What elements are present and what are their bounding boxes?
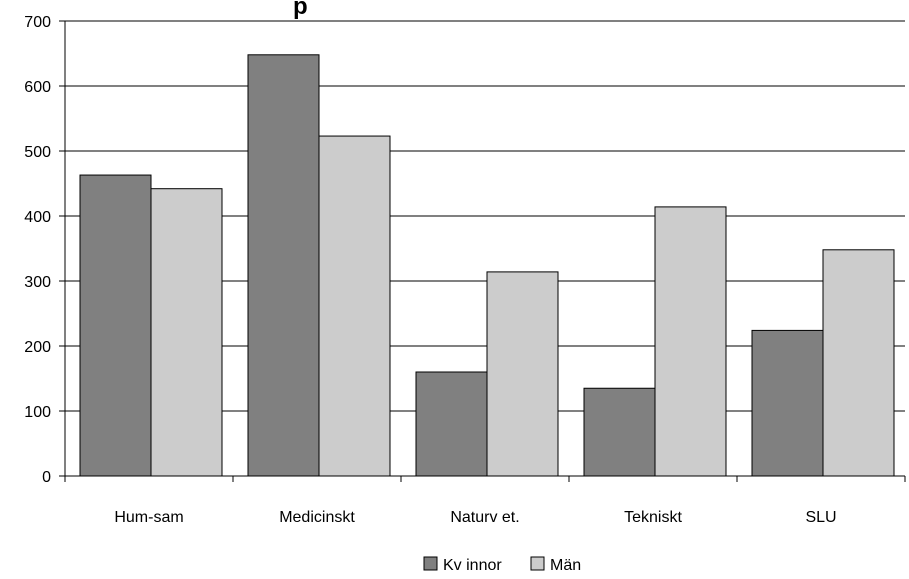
bars — [79, 54, 895, 477]
bar-tekniskt-man — [654, 206, 727, 477]
x-category-label: SLU — [805, 509, 836, 526]
y-tick-label: 200 — [24, 339, 51, 356]
x-category-label: Naturv et. — [450, 509, 519, 526]
y-axis-ticks: 0 100 200 300 400 500 600 700 — [24, 14, 65, 486]
y-tick-label: 300 — [24, 274, 51, 291]
bar-naturv-et--kvinnor — [415, 371, 488, 477]
bar-tekniskt-kvinnor — [583, 387, 656, 477]
y-tick-label: 600 — [24, 79, 51, 96]
axes — [64, 21, 906, 482]
x-category-label: Hum-sam — [114, 509, 183, 526]
y-tick-label: 0 — [42, 469, 51, 486]
bar-slu-man — [822, 249, 895, 477]
bar-medicinskt-man — [318, 135, 391, 477]
legend-label-kvinnor: Kv innor — [443, 557, 502, 574]
x-category-label: Medicinskt — [279, 509, 355, 526]
y-tick-label: 500 — [24, 144, 51, 161]
legend-swatch-kvinnor — [423, 556, 438, 571]
y-tick-label: 100 — [24, 404, 51, 421]
bar-hum-sam-man — [150, 188, 223, 477]
chart-title: p — [293, 0, 308, 20]
legend: Kv innor Män — [423, 556, 581, 574]
bar-naturv-et--man — [486, 271, 559, 477]
bar-hum-sam-kvinnor — [79, 174, 152, 477]
legend-label-man: Män — [550, 557, 581, 574]
y-tick-label: 400 — [24, 209, 51, 226]
x-category-label: Tekniskt — [624, 509, 682, 526]
x-axis-labels: Hum-sam Medicinskt Naturv et. Tekniskt SLU — [114, 509, 836, 526]
bar-slu-kvinnor — [751, 329, 824, 477]
bar-medicinskt-kvinnor — [247, 54, 320, 477]
y-tick-label: 700 — [24, 14, 51, 31]
legend-swatch-man — [530, 556, 545, 571]
